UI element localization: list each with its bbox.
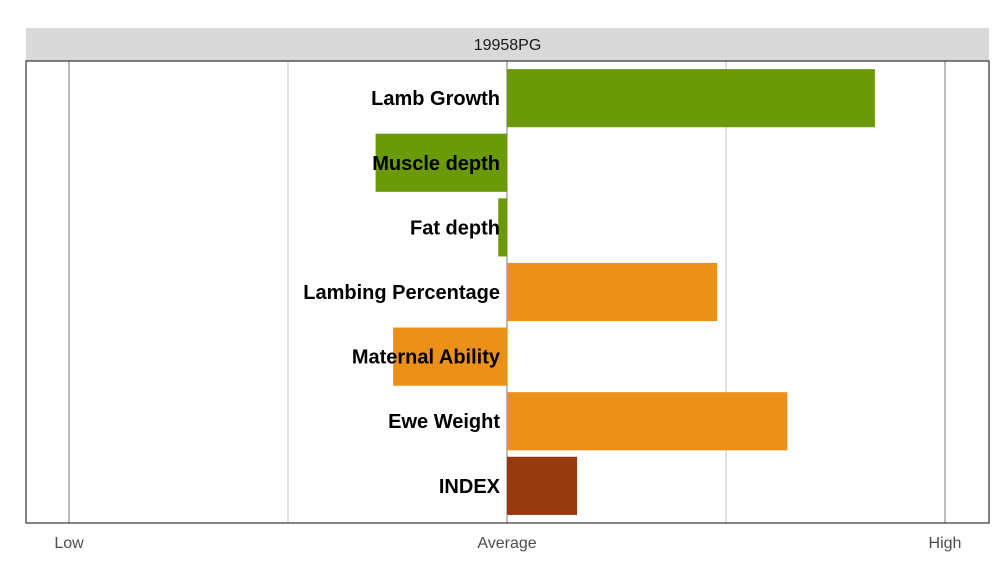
category-label: INDEX [439, 476, 501, 498]
bar [393, 327, 507, 386]
category-label: Lambing Percentage [303, 282, 500, 304]
category-label: Lamb Growth [371, 88, 500, 110]
category-labels: Lamb Growth Muscle depth Fat depth Lambing … [303, 88, 501, 498]
bar [375, 133, 507, 192]
panel-title-strip [26, 28, 989, 61]
bar [507, 69, 875, 128]
plot-panel-border [25, 60, 990, 524]
panel-title: 19958PG [474, 37, 542, 54]
bar [507, 392, 788, 451]
x-axis-tick-labels: Low Average High [54, 535, 961, 552]
category-label: Maternal Ability [352, 347, 501, 369]
x-tick-label: High [929, 535, 962, 552]
bar [507, 262, 718, 322]
bars [375, 69, 875, 515]
category-label: Muscle depth [372, 153, 500, 175]
bar [498, 198, 507, 257]
category-label: Ewe Weight [388, 411, 500, 433]
x-tick-label: Low [54, 535, 84, 552]
category-label: Fat depth [410, 217, 500, 239]
bar [507, 456, 578, 515]
x-tick-label: Average [477, 535, 536, 552]
